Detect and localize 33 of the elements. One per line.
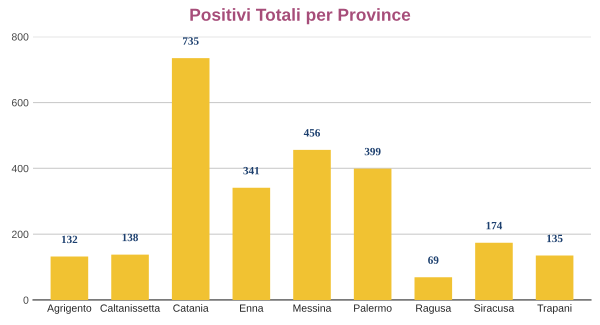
bar	[111, 254, 149, 300]
x-tick-label: Enna	[240, 304, 264, 312]
bar	[232, 188, 270, 300]
x-tick-label: Palermo	[354, 304, 392, 312]
data-label: 456	[304, 129, 320, 137]
data-label: 132	[62, 236, 78, 244]
y-tick-label: 400	[12, 164, 28, 172]
bar	[354, 168, 392, 300]
data-label: 135	[547, 234, 563, 242]
data-label: 138	[122, 234, 138, 242]
x-tick-label: Messina	[293, 304, 332, 312]
x-tick-label: Caltanissetta	[100, 304, 160, 312]
x-tick-label: Agrigento	[47, 304, 92, 314]
x-tick-label: Siracusa	[474, 304, 514, 312]
x-tick-label: Catania	[173, 304, 209, 312]
data-label: 174	[486, 222, 502, 230]
bar	[172, 58, 210, 300]
bar	[50, 256, 88, 300]
data-label: 341	[243, 166, 260, 174]
bar	[475, 242, 513, 300]
data-label: 69	[428, 256, 438, 264]
y-tick-label: 600	[12, 99, 28, 106]
y-tick-label: 0	[23, 296, 28, 304]
x-tick-label: Trapani	[537, 304, 572, 314]
data-label: 399	[364, 148, 381, 156]
data-label: 735	[183, 37, 199, 45]
x-tick-label: Ragusa	[416, 304, 452, 314]
chart-title: Positivi Totali per Province	[190, 8, 410, 24]
y-tick-label: 800	[12, 33, 28, 41]
y-tick-label: 200	[12, 230, 28, 238]
bar	[293, 150, 331, 300]
bar	[414, 277, 452, 300]
bar	[536, 256, 574, 300]
